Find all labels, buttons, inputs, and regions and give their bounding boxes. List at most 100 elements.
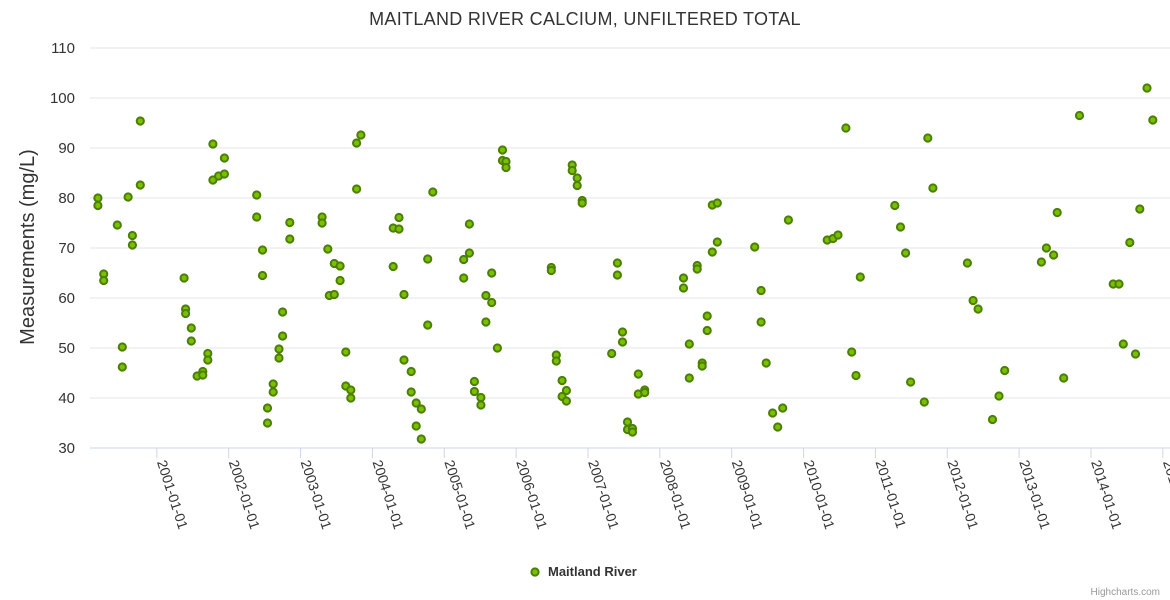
data-point bbox=[352, 184, 362, 194]
data-point bbox=[617, 327, 628, 337]
data-point bbox=[923, 133, 933, 143]
data-point bbox=[1130, 349, 1141, 359]
data-point bbox=[1142, 83, 1152, 93]
data-point bbox=[906, 377, 916, 387]
data-point bbox=[617, 337, 628, 347]
data-point bbox=[262, 403, 273, 413]
data-point bbox=[627, 427, 638, 437]
data-point bbox=[135, 180, 145, 190]
data-point bbox=[388, 261, 398, 272]
data-point bbox=[612, 270, 623, 280]
data-point bbox=[93, 193, 103, 203]
data-point bbox=[1036, 257, 1047, 267]
x-tick-label: 2003-01-01 bbox=[298, 458, 335, 531]
data-point bbox=[464, 219, 474, 229]
data-point bbox=[257, 270, 268, 281]
x-tick-label: 2002-01-01 bbox=[226, 458, 263, 531]
gridlines bbox=[90, 47, 1170, 399]
data-point bbox=[481, 290, 491, 301]
data-point bbox=[633, 369, 643, 379]
data-point bbox=[1059, 373, 1069, 383]
data-point bbox=[476, 392, 486, 403]
data-point bbox=[394, 212, 404, 223]
x-tick-label: 2006-01-01 bbox=[513, 458, 550, 531]
x-tick-label: 2014-01-01 bbox=[1088, 458, 1125, 531]
data-point bbox=[278, 331, 288, 341]
data-point bbox=[761, 358, 771, 368]
x-tick-label: 2011-01-01 bbox=[873, 458, 910, 530]
data-point bbox=[561, 396, 572, 406]
data-point bbox=[919, 397, 929, 407]
data-point bbox=[278, 307, 288, 317]
chart-title: MAITLAND RIVER CALCIUM, UNFILTERED TOTAL bbox=[369, 9, 801, 29]
y-tick-label: 70 bbox=[58, 240, 75, 257]
data-point bbox=[572, 173, 582, 183]
data-point bbox=[546, 265, 556, 276]
data-point bbox=[117, 342, 127, 352]
data-point bbox=[492, 343, 502, 353]
data-point bbox=[416, 434, 426, 444]
data-point bbox=[262, 418, 273, 428]
data-point bbox=[346, 393, 356, 403]
y-tick-label: 110 bbox=[51, 40, 75, 57]
data-point bbox=[994, 391, 1004, 401]
x-tick-label: 2008-01-01 bbox=[657, 458, 694, 531]
data-point bbox=[692, 264, 702, 274]
y-tick-label: 50 bbox=[58, 340, 75, 357]
data-points bbox=[93, 83, 1158, 444]
data-point bbox=[1114, 279, 1124, 289]
data-point bbox=[833, 230, 843, 240]
data-point bbox=[773, 422, 783, 432]
legend-symbol-icon bbox=[530, 567, 540, 577]
data-point bbox=[501, 162, 511, 173]
data-point bbox=[186, 336, 196, 346]
data-point bbox=[117, 362, 127, 372]
data-point bbox=[268, 379, 278, 389]
data-point bbox=[778, 403, 788, 413]
data-point bbox=[252, 212, 262, 222]
data-point bbox=[750, 242, 760, 252]
data-point bbox=[285, 217, 295, 228]
data-point bbox=[428, 187, 438, 197]
data-point bbox=[356, 130, 366, 140]
data-point bbox=[399, 289, 409, 300]
data-point bbox=[783, 215, 794, 225]
data-point bbox=[335, 261, 345, 271]
data-point bbox=[973, 304, 983, 314]
data-point bbox=[557, 375, 567, 386]
data-point bbox=[112, 220, 122, 230]
data-point bbox=[411, 398, 421, 408]
data-point bbox=[99, 275, 109, 286]
data-point bbox=[890, 200, 900, 211]
data-point bbox=[93, 200, 103, 211]
x-tick-label: 2010-01-01 bbox=[801, 458, 838, 531]
data-point bbox=[1148, 115, 1158, 125]
data-point bbox=[352, 138, 362, 148]
data-point bbox=[851, 370, 861, 381]
y-tick-label: 90 bbox=[58, 140, 75, 157]
data-point bbox=[394, 224, 404, 234]
data-point bbox=[329, 289, 339, 300]
data-point bbox=[406, 387, 416, 397]
data-point bbox=[317, 218, 327, 228]
credits-link[interactable]: Highcharts.com bbox=[1091, 587, 1160, 598]
data-point bbox=[123, 192, 133, 202]
legend-item[interactable]: Maitland River bbox=[530, 564, 637, 579]
legend-label: Maitland River bbox=[548, 564, 637, 579]
data-point bbox=[968, 295, 978, 306]
data-point bbox=[487, 297, 497, 308]
data-point bbox=[476, 400, 486, 410]
x-tick-label: 2004-01-01 bbox=[370, 458, 407, 531]
data-point bbox=[607, 348, 617, 359]
data-point bbox=[768, 408, 778, 418]
y-tick-label: 30 bbox=[58, 440, 75, 457]
data-point bbox=[697, 361, 707, 371]
data-point bbox=[577, 198, 587, 208]
x-tick-label: 2009-01-01 bbox=[729, 458, 766, 531]
data-point bbox=[127, 240, 137, 250]
data-point bbox=[1074, 110, 1085, 121]
data-point bbox=[551, 356, 561, 366]
data-point bbox=[423, 254, 433, 264]
data-point bbox=[219, 169, 229, 179]
